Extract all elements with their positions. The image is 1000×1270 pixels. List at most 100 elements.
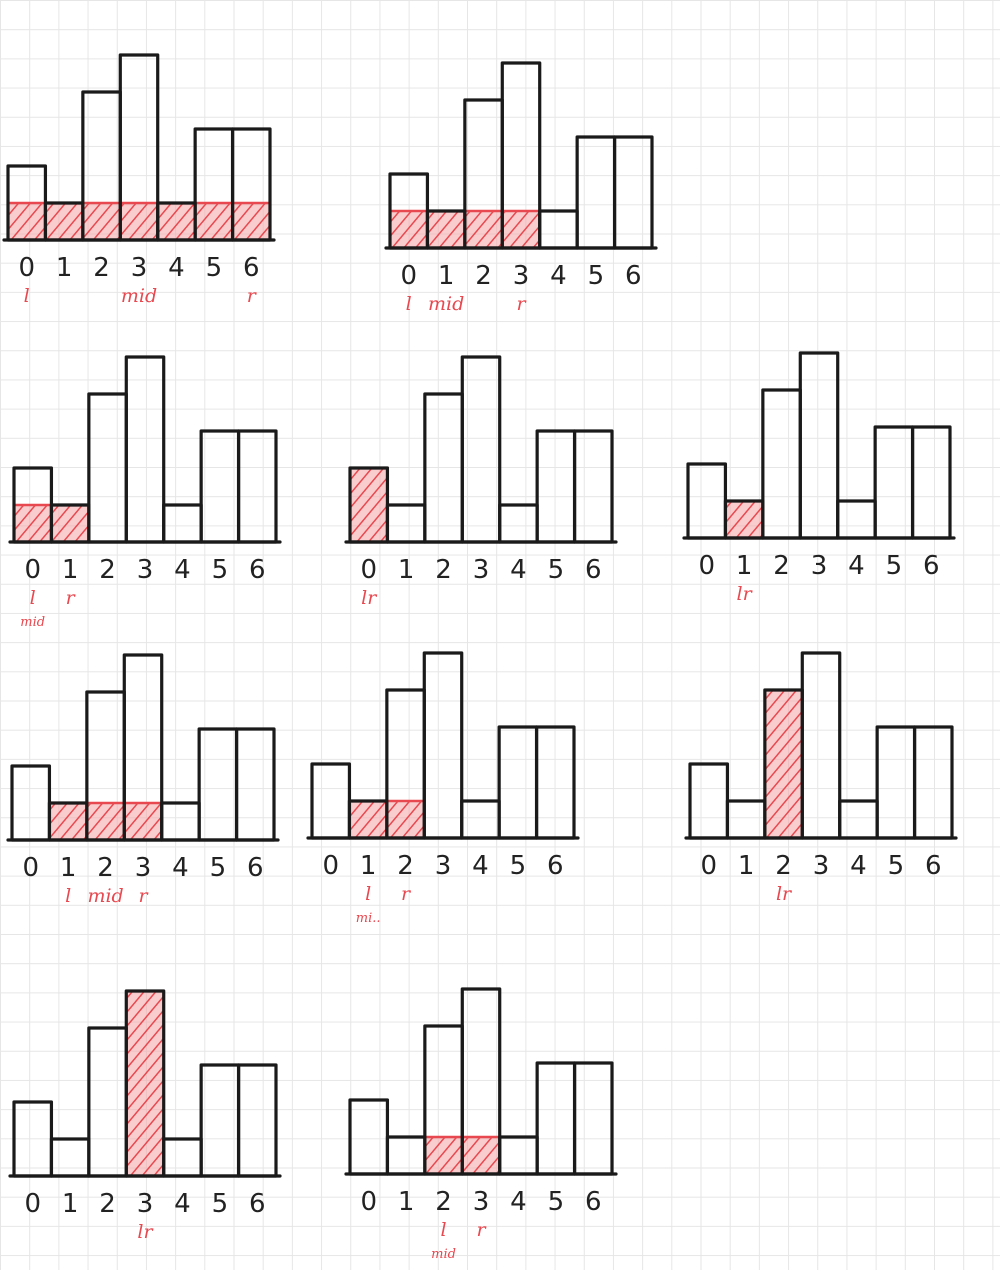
index-label-3: 3 [137,555,154,585]
index-label-3: 3 [131,253,148,283]
histogram-panel-5: 0 1 2 3 4 5 6 lr [682,351,956,605]
bar-6 [534,725,576,840]
index-label-5: 5 [510,851,527,881]
bar-1 [385,503,427,544]
histogram-panel-3: 0 1 2 3 4 5 6 l r mid [8,355,282,630]
index-label-5: 5 [886,551,903,581]
histogram-panel-4: 0 1 2 3 4 5 6 lr [344,355,618,609]
index-label-0: 0 [24,555,41,585]
index-label-2: 2 [397,851,414,881]
index-label-6: 6 [247,853,264,883]
bar-0 [12,1100,54,1178]
index-label-0: 0 [22,853,39,883]
index-label-0: 0 [360,555,377,585]
index-label-1: 1 [398,1187,415,1217]
bar-0 [348,1098,390,1176]
index-label-3: 3 [135,853,152,883]
bar-4 [162,1137,203,1178]
index-label-4: 4 [510,1187,527,1217]
histogram-panel-6: 0 1 2 3 4 5 6 l mid r [6,653,280,907]
bar-3 [460,355,502,544]
bar-4 [498,1135,539,1176]
pointer-label-mid: mid [431,1247,456,1262]
bar-6 [572,429,614,544]
pointer-label-r: r [138,885,149,907]
index-label-1: 1 [398,555,415,585]
index-label-0: 0 [322,851,339,881]
bar-0 [688,762,730,840]
bar-5 [875,725,917,840]
index-label-4: 4 [174,555,191,585]
pointer-label-mid: mid [87,885,123,907]
bar-6 [236,1063,278,1178]
bar-4 [160,801,201,842]
pointer-label-lr: lr [361,587,378,609]
index-label-1: 1 [738,851,755,881]
index-label-0: 0 [360,1187,377,1217]
bar-2 [87,392,128,544]
bar-4 [838,799,879,840]
histogram-panel-1: 0 1 2 3 4 5 6 l mid r [2,53,276,307]
highlight-area [763,688,804,840]
histogram-panel-7: 0 1 2 3 4 5 6 l r mi.. [306,651,580,926]
bar-0 [310,762,352,840]
bar-6 [234,727,276,842]
highlight-area [348,466,389,544]
index-label-1: 1 [736,551,753,581]
bar-5 [535,1061,577,1176]
index-label-6: 6 [249,555,266,585]
histogram-panel-2: 0 1 2 3 4 5 6 l mid r [384,61,658,315]
index-label-4: 4 [550,261,567,291]
index-label-5: 5 [210,853,227,883]
bar-5 [497,725,539,840]
highlight-area [48,801,163,842]
bar-6 [912,725,954,840]
pointer-label-l: l [365,883,371,905]
bar-3 [422,651,464,840]
bar-0 [10,764,52,842]
bar-2 [87,1026,128,1178]
bar-5 [199,429,241,544]
index-label-3: 3 [473,1187,490,1217]
bar-3 [124,355,166,544]
bar-4 [836,499,877,540]
index-label-1: 1 [60,853,77,883]
index-label-1: 1 [56,253,73,283]
index-label-2: 2 [99,1189,116,1219]
index-label-1: 1 [62,555,79,585]
pointer-label-r: r [476,1219,487,1241]
bar-6 [572,1061,614,1176]
bar-5 [197,727,239,842]
bar-5 [199,1063,241,1178]
histogram-panel-8: 0 1 2 3 4 5 6 lr [684,651,958,905]
bar-3 [798,351,840,540]
index-label-6: 6 [243,253,260,283]
pointer-label-r: r [247,285,258,307]
highlight-area [125,989,165,1178]
pointer-label-lr: lr [137,1221,154,1243]
index-label-0: 0 [24,1189,41,1219]
index-label-4: 4 [472,851,489,881]
index-label-3: 3 [811,551,828,581]
pointer-label-l: l [406,293,412,315]
bar-4 [460,799,501,840]
bar-1 [725,799,767,840]
index-label-5: 5 [888,851,905,881]
index-label-6: 6 [585,555,602,585]
index-label-6: 6 [923,551,940,581]
index-label-6: 6 [585,1187,602,1217]
bar-1 [49,1137,91,1178]
pointer-label-lr: lr [737,583,754,605]
index-label-0: 0 [698,551,715,581]
bar-4 [538,209,579,250]
index-label-1: 1 [62,1189,79,1219]
histogram-panel-9: 0 1 2 3 4 5 6 lr [8,989,282,1243]
index-label-6: 6 [925,851,942,881]
index-label-2: 2 [775,851,792,881]
bar-6 [910,425,952,540]
index-label-3: 3 [473,555,490,585]
pointer-label-l: l [65,885,71,907]
bar-4 [498,503,539,544]
index-label-6: 6 [547,851,564,881]
